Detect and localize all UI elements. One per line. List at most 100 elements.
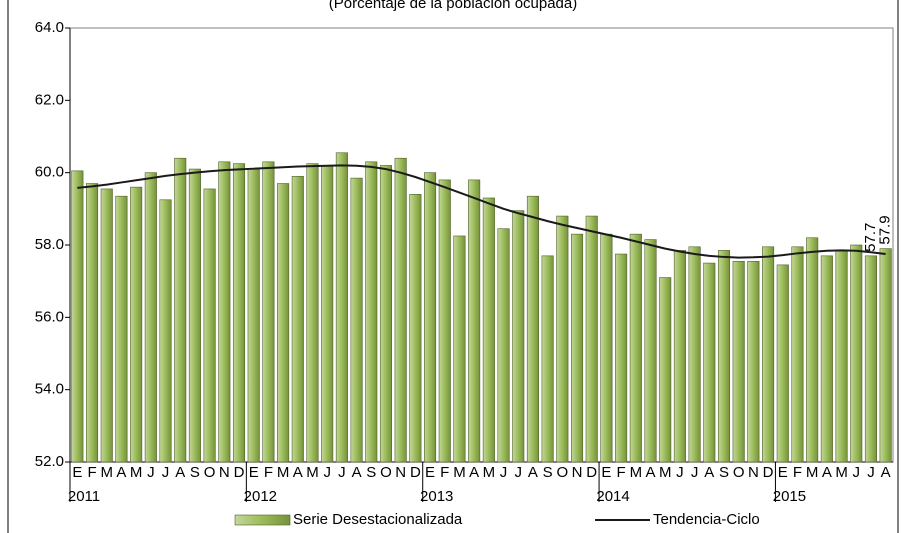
- x-tick-label: E: [72, 464, 82, 481]
- x-tick-label: J: [514, 464, 522, 481]
- bar: [174, 157, 187, 463]
- legend-label: Tendencia-Ciclo: [653, 511, 760, 528]
- x-tick-label: M: [306, 464, 319, 481]
- bar: [438, 179, 451, 463]
- legend-label: Serie Desestacionalizada: [293, 511, 463, 528]
- x-tick-label: O: [733, 464, 745, 481]
- bar: [497, 228, 510, 463]
- bar: [747, 260, 760, 463]
- x-tick-label: J: [147, 464, 155, 481]
- bar: [424, 172, 437, 463]
- bar: [262, 161, 275, 463]
- x-tick-label: D: [763, 464, 774, 481]
- y-tick-label: 58.0: [35, 236, 64, 253]
- bar: [130, 186, 143, 463]
- bar: [482, 197, 495, 463]
- x-group-label: 2014: [596, 488, 629, 505]
- bar: [762, 246, 775, 463]
- legend-swatch: [234, 514, 291, 526]
- bar: [717, 250, 731, 463]
- bar: [379, 165, 393, 463]
- bar: [629, 233, 642, 463]
- x-tick-label: N: [395, 464, 406, 481]
- x-tick-label: N: [572, 464, 583, 481]
- y-tick-label: 52.0: [35, 453, 64, 470]
- x-tick-label: A: [528, 464, 538, 481]
- x-tick-label: J: [676, 464, 684, 481]
- bar: [71, 170, 84, 463]
- bar: [512, 210, 525, 463]
- x-tick-label: D: [234, 464, 245, 481]
- bar: [688, 246, 701, 463]
- bar: [365, 161, 378, 463]
- x-tick-label: M: [806, 464, 819, 481]
- x-tick-label: S: [190, 464, 200, 481]
- bar: [306, 163, 319, 463]
- bar: [659, 277, 672, 463]
- bar: [703, 262, 716, 463]
- bar: [291, 175, 304, 463]
- bar: [776, 264, 789, 463]
- x-tick-label: O: [380, 464, 392, 481]
- x-tick-label: J: [162, 464, 170, 481]
- bar: [541, 255, 554, 463]
- bar: [218, 161, 231, 463]
- bar: [232, 163, 246, 463]
- bar: [615, 253, 628, 463]
- bar: [321, 165, 334, 463]
- bar: [335, 152, 348, 463]
- x-tick-label: M: [453, 464, 466, 481]
- bar: [100, 188, 113, 463]
- x-tick-label: A: [352, 464, 362, 481]
- x-tick-label: N: [748, 464, 759, 481]
- x-tick-label: A: [116, 464, 126, 481]
- bar: [86, 183, 99, 463]
- x-group-label: 2015: [773, 488, 806, 505]
- bar: [806, 237, 819, 463]
- bar: [144, 172, 157, 463]
- x-tick-label: S: [366, 464, 376, 481]
- y-tick-label: 54.0: [35, 381, 64, 398]
- bar: [600, 233, 613, 463]
- x-tick-label: O: [556, 464, 568, 481]
- bar: [453, 235, 466, 463]
- x-tick-label: E: [425, 464, 435, 481]
- x-tick-label: A: [822, 464, 832, 481]
- x-tick-label: M: [100, 464, 113, 481]
- x-group-label: 2011: [68, 488, 100, 505]
- bar: [644, 239, 657, 463]
- y-tick-label: 60.0: [35, 164, 64, 181]
- x-tick-label: S: [543, 464, 553, 481]
- chart-subtitle: (Porcentaje de la población ocupada): [329, 0, 578, 12]
- bar: [409, 194, 422, 463]
- data-label: 57.9: [877, 215, 894, 244]
- bar: [394, 157, 407, 463]
- y-tick-label: 62.0: [35, 91, 64, 108]
- bar: [526, 195, 539, 463]
- x-tick-label: J: [691, 464, 699, 481]
- x-tick-label: O: [204, 464, 216, 481]
- x-tick-label: M: [659, 464, 672, 481]
- x-tick-label: F: [440, 464, 449, 481]
- x-tick-label: E: [249, 464, 259, 481]
- bar: [879, 248, 892, 463]
- y-tick-label: 64.0: [35, 19, 64, 36]
- bar: [159, 199, 172, 463]
- x-tick-label: A: [881, 464, 891, 481]
- x-tick-label: S: [719, 464, 729, 481]
- x-tick-label: E: [778, 464, 788, 481]
- x-tick-label: F: [793, 464, 802, 481]
- bar: [115, 195, 128, 463]
- trend-line: [77, 164, 886, 259]
- x-tick-label: N: [219, 464, 230, 481]
- x-tick-label: A: [646, 464, 656, 481]
- y-tick-label: 56.0: [35, 308, 64, 325]
- x-tick-label: J: [338, 464, 346, 481]
- bar: [350, 177, 363, 463]
- bar: [835, 250, 848, 463]
- bar: [850, 244, 863, 463]
- bar: [732, 260, 745, 463]
- bar: [673, 250, 686, 463]
- bar: [247, 168, 260, 463]
